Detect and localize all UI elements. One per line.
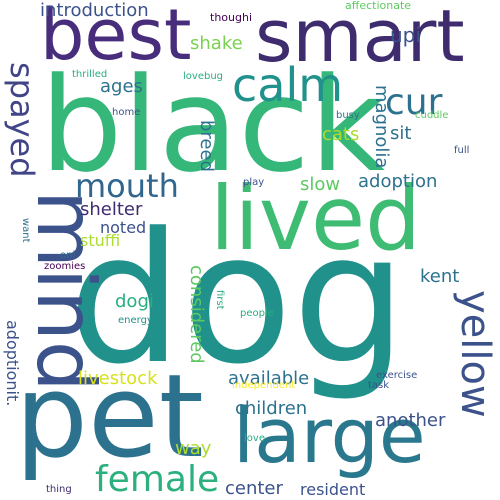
word-independent: independent <box>232 380 296 391</box>
word-busy: busy <box>336 110 360 121</box>
word-love: love <box>244 433 265 444</box>
word-sit: sit <box>390 123 412 144</box>
word-thing: thing <box>46 484 72 495</box>
word-cur: cur <box>385 82 443 123</box>
word-dog: dog <box>68 195 407 404</box>
word-another: another <box>375 410 446 431</box>
word-available: available <box>228 368 310 389</box>
word-black: black <box>40 49 386 201</box>
word-play: play <box>243 177 265 188</box>
word-calm: calm <box>232 58 344 112</box>
word-considered: considered <box>186 265 207 364</box>
word-resident: resident <box>300 480 366 499</box>
word-introduction: introduction <box>40 0 149 21</box>
word-yellow: yellow <box>452 290 498 418</box>
word-adoptionit: adoptionit. <box>3 320 22 407</box>
word-shake: shake <box>190 33 243 54</box>
word-mouth: mouth <box>75 167 179 205</box>
word-ages: ages <box>100 76 143 97</box>
word-adoption: adoption <box>358 171 438 192</box>
word-pet: pet <box>15 350 204 484</box>
word-mind: mind <box>19 190 112 392</box>
word-cuddle: cuddle <box>415 110 449 121</box>
word-center: center <box>225 478 283 499</box>
word-slow: slow <box>300 174 341 195</box>
word-large: large <box>233 391 426 480</box>
word-thrilled: thrilled <box>72 69 108 80</box>
word-task: task <box>368 380 390 391</box>
word-energy: energy <box>118 315 153 326</box>
word-way: way <box>175 438 212 459</box>
word-noted: noted <box>100 218 147 237</box>
word-upi: upi <box>390 23 421 47</box>
word-livestock: livestock <box>78 368 158 389</box>
word-first: first <box>214 290 225 310</box>
word-female: female <box>95 459 220 500</box>
word-lived: lived <box>210 167 421 270</box>
word-want: want <box>20 218 31 243</box>
word-thoughi: thoughi <box>210 11 252 24</box>
word-oni: oni <box>60 250 76 261</box>
word-shelter: shelter <box>80 199 143 220</box>
word-full: full <box>454 145 470 156</box>
word-breed: breed <box>196 120 217 173</box>
word-dogi: dogi <box>115 291 154 312</box>
word-kent: kent <box>420 266 460 287</box>
word-children: children <box>235 398 308 419</box>
word-home: home <box>112 107 141 118</box>
word-stuffi: stuffi <box>80 231 121 250</box>
word-smart: smart <box>255 0 465 78</box>
word-magnolia: magnolia <box>371 85 392 169</box>
word-spayed: spayed <box>3 62 41 178</box>
word-exercise: exercise <box>376 370 418 381</box>
word-zoomies: zoomies <box>44 261 86 272</box>
word-best: best <box>40 0 192 76</box>
word-cats: cats <box>322 124 360 145</box>
word-affectionate: affectionate <box>345 0 412 12</box>
word-people: people <box>240 308 274 319</box>
word-lovebug: lovebug <box>183 71 223 82</box>
